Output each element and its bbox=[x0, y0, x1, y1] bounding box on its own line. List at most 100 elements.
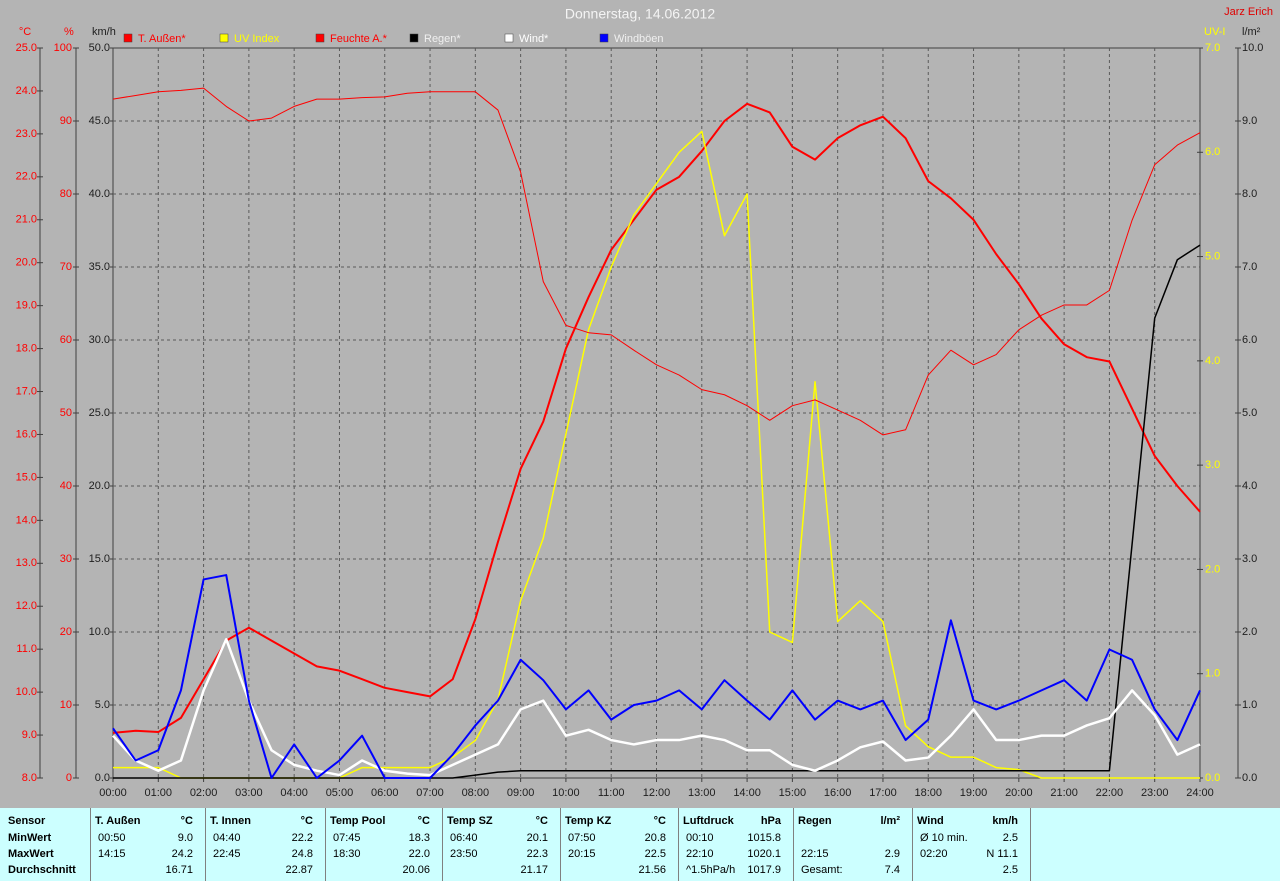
cell-value: 1015.8 bbox=[747, 832, 781, 844]
y-tick-label: 3.0 bbox=[1205, 459, 1220, 471]
column-separator bbox=[325, 808, 326, 881]
x-tick-label: 06:00 bbox=[371, 787, 399, 799]
y-tick-label: 9.0 bbox=[22, 729, 37, 741]
axis-unit: % bbox=[64, 26, 74, 38]
column-unit: °C bbox=[653, 815, 666, 827]
cell-value: 2.5 bbox=[1002, 832, 1018, 844]
cell-value: 22.3 bbox=[526, 848, 548, 860]
y-tick-label: 6.0 bbox=[1205, 146, 1220, 158]
cell-value: 20.06 bbox=[402, 864, 430, 876]
x-tick-label: 01:00 bbox=[145, 787, 173, 799]
legend-label: Wind* bbox=[519, 33, 549, 45]
cell-value: 18.3 bbox=[408, 832, 430, 844]
x-tick-label: 00:00 bbox=[99, 787, 127, 799]
y-tick-label: 2.0 bbox=[1242, 626, 1257, 638]
y-tick-label: 22.0 bbox=[16, 171, 37, 183]
column-unit: l/m² bbox=[880, 815, 900, 827]
cell-time: Ø 10 min. bbox=[920, 832, 968, 844]
y-tick-label: 50.0 bbox=[89, 42, 110, 54]
column-separator bbox=[560, 808, 561, 881]
cell-value: 20.8 bbox=[644, 832, 666, 844]
x-tick-label: 04:00 bbox=[280, 787, 308, 799]
cell-time: 22:15 bbox=[801, 848, 829, 860]
cell-value: 24.2 bbox=[171, 848, 193, 860]
column-unit: °C bbox=[300, 815, 313, 827]
cell-time: 00:50 bbox=[98, 832, 126, 844]
cell-time: 02:20 bbox=[920, 848, 948, 860]
y-tick-label: 5.0 bbox=[1205, 250, 1220, 262]
x-tick-label: 09:00 bbox=[507, 787, 535, 799]
y-tick-label: 17.0 bbox=[16, 385, 37, 397]
x-tick-label: 05:00 bbox=[326, 787, 354, 799]
y-tick-label: 16.0 bbox=[16, 428, 37, 440]
y-tick-label: 25.0 bbox=[89, 407, 110, 419]
y-tick-label: 10.0 bbox=[89, 626, 110, 638]
column-title: T. Außen bbox=[95, 815, 141, 827]
cell-time: 07:45 bbox=[333, 832, 361, 844]
y-tick-label: 10.0 bbox=[16, 686, 37, 698]
column-title: Temp SZ bbox=[447, 815, 493, 827]
y-tick-label: 100 bbox=[54, 42, 72, 54]
chart: Donnerstag, 14.06.2012 Jarz Erich 00:00 0… bbox=[16, 6, 1273, 799]
series-line bbox=[112, 87, 1201, 436]
column-separator bbox=[1030, 808, 1031, 881]
y-tick-label: 8.0 bbox=[22, 772, 37, 784]
cell-value: N 11.1 bbox=[986, 848, 1018, 860]
y-tick-label: 70 bbox=[60, 261, 72, 273]
x-tick-label: 22:00 bbox=[1096, 787, 1124, 799]
cell-value: 22.5 bbox=[644, 848, 666, 860]
x-tick-label: 10:00 bbox=[552, 787, 580, 799]
column-unit: hPa bbox=[760, 815, 781, 827]
x-tick-label: 20:00 bbox=[1005, 787, 1033, 799]
x-tick-label: 14:00 bbox=[733, 787, 761, 799]
y-tick-label: 25.0 bbox=[16, 42, 37, 54]
x-tick-label: 13:00 bbox=[688, 787, 716, 799]
y-tick-label: 3.0 bbox=[1242, 553, 1257, 565]
cell-time: 18:30 bbox=[333, 848, 361, 860]
legend-label: T. Außen* bbox=[138, 33, 186, 45]
column-separator bbox=[912, 808, 913, 881]
y-tick-label: 0.0 bbox=[1205, 772, 1220, 784]
y-tick-label: 18.0 bbox=[16, 342, 37, 354]
y-tick-label: 90 bbox=[60, 115, 72, 127]
cell-time: Gesamt: bbox=[801, 864, 843, 876]
y-tick-label: 80 bbox=[60, 188, 72, 200]
y-tick-label: 23.0 bbox=[16, 128, 37, 140]
x-tick-label: 07:00 bbox=[416, 787, 444, 799]
cell-value: 2.5 bbox=[1002, 864, 1018, 876]
column-unit: °C bbox=[417, 815, 430, 827]
legend-label: Feuchte A.* bbox=[330, 33, 388, 45]
y-tick-label: 20.0 bbox=[16, 257, 37, 269]
legend-swatch bbox=[219, 33, 229, 43]
y-tick-label: 10.0 bbox=[1242, 42, 1263, 54]
cell-value: 22.0 bbox=[408, 848, 430, 860]
cell-value: 21.17 bbox=[520, 864, 548, 876]
x-tick-label: 21:00 bbox=[1050, 787, 1078, 799]
y-tick-label: 21.0 bbox=[16, 214, 37, 226]
column-separator bbox=[678, 808, 679, 881]
cell-time: 23:50 bbox=[450, 848, 478, 860]
column-title: Luftdruck bbox=[683, 815, 734, 827]
x-tick-label: 08:00 bbox=[462, 787, 490, 799]
y-tick-label: 8.0 bbox=[1242, 188, 1257, 200]
cell-value: 20.1 bbox=[526, 832, 548, 844]
cell-value: 2.9 bbox=[884, 848, 900, 860]
table-header: Sensor bbox=[8, 815, 46, 827]
column-title: T. Innen bbox=[210, 815, 251, 827]
author: Jarz Erich bbox=[1224, 6, 1273, 18]
column-unit: °C bbox=[180, 815, 193, 827]
y-tick-label: 20 bbox=[60, 626, 72, 638]
y-tick-label: 20.0 bbox=[89, 480, 110, 492]
y-tick-label: 10 bbox=[60, 699, 72, 711]
x-tick-label: 18:00 bbox=[914, 787, 942, 799]
y-tick-label: 2.0 bbox=[1205, 563, 1220, 575]
y-tick-label: 24.0 bbox=[16, 85, 37, 97]
y-tick-label: 6.0 bbox=[1242, 334, 1257, 346]
row-label: Durchschnitt bbox=[8, 864, 76, 876]
y-tick-label: 0.0 bbox=[95, 772, 110, 784]
cell-time: 22:10 bbox=[686, 848, 714, 860]
y-tick-label: 0 bbox=[66, 772, 72, 784]
y-tick-label: 1.0 bbox=[1242, 699, 1257, 711]
column-separator bbox=[793, 808, 794, 881]
axis-unit: km/h bbox=[92, 26, 116, 38]
